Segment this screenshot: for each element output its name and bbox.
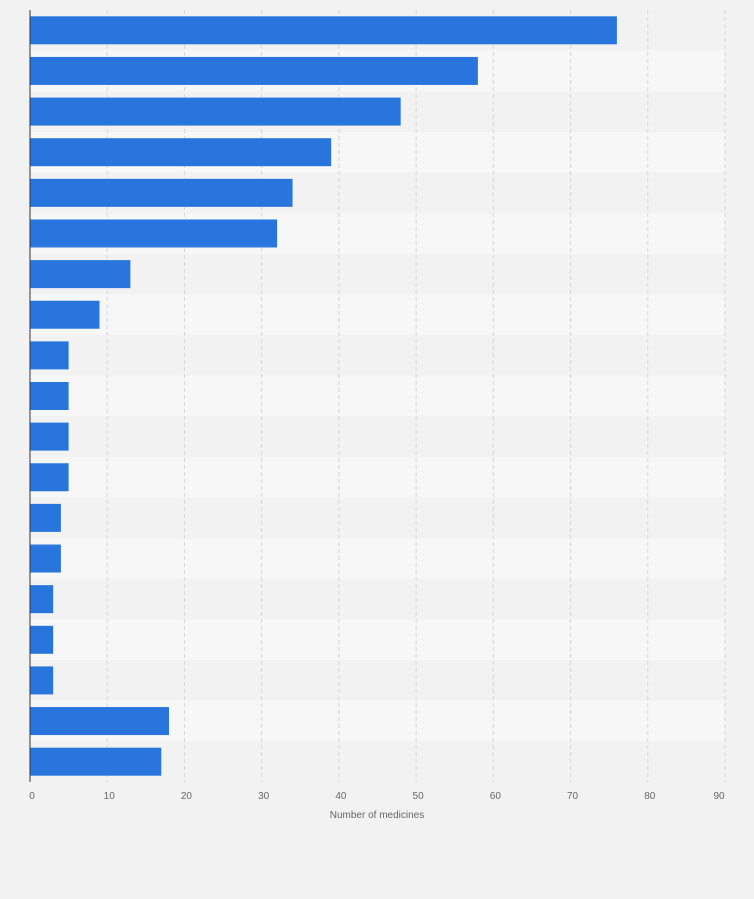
bar[interactable] (30, 707, 169, 736)
row-band (30, 375, 725, 417)
bars (30, 16, 617, 776)
bar[interactable] (30, 544, 61, 573)
x-tick-label: 70 (567, 791, 579, 802)
bar[interactable] (30, 138, 332, 167)
x-tick-label: 90 (713, 791, 725, 802)
bar[interactable] (30, 260, 131, 289)
bar[interactable] (30, 585, 54, 614)
row-band (30, 497, 725, 539)
row-band (30, 416, 725, 457)
row-band (30, 578, 725, 620)
bar[interactable] (30, 666, 54, 695)
bar[interactable] (30, 97, 401, 126)
x-tick-label: 10 (104, 791, 116, 802)
row-band (30, 335, 725, 376)
bar[interactable] (30, 16, 617, 45)
bar[interactable] (30, 422, 69, 451)
x-axis-ticks: 0 10 20 30 40 50 60 70 80 90 (29, 791, 725, 802)
row-band (30, 660, 725, 701)
bar[interactable] (30, 300, 100, 329)
row-band (30, 538, 725, 579)
bar[interactable] (30, 341, 69, 370)
bar[interactable] (30, 503, 61, 532)
row-band (30, 253, 725, 295)
bar[interactable] (30, 625, 54, 654)
bar[interactable] (30, 463, 69, 492)
row-band (30, 619, 725, 661)
x-axis-title: Number of medicines (330, 810, 424, 821)
x-tick-label: 80 (644, 791, 656, 802)
bar[interactable] (30, 178, 293, 207)
row-bands (30, 10, 725, 782)
bar[interactable] (30, 382, 69, 410)
row-band (30, 456, 725, 498)
x-tick-label: 20 (181, 791, 193, 802)
x-tick-label: 50 (413, 791, 425, 802)
x-tick-label: 40 (335, 791, 347, 802)
x-tick-label: 60 (490, 791, 502, 802)
bar[interactable] (30, 56, 478, 85)
x-tick-label: 0 (29, 791, 35, 802)
bar[interactable] (30, 747, 162, 776)
row-band (30, 294, 725, 336)
bar[interactable] (30, 219, 278, 248)
x-tick-label: 30 (258, 791, 270, 802)
